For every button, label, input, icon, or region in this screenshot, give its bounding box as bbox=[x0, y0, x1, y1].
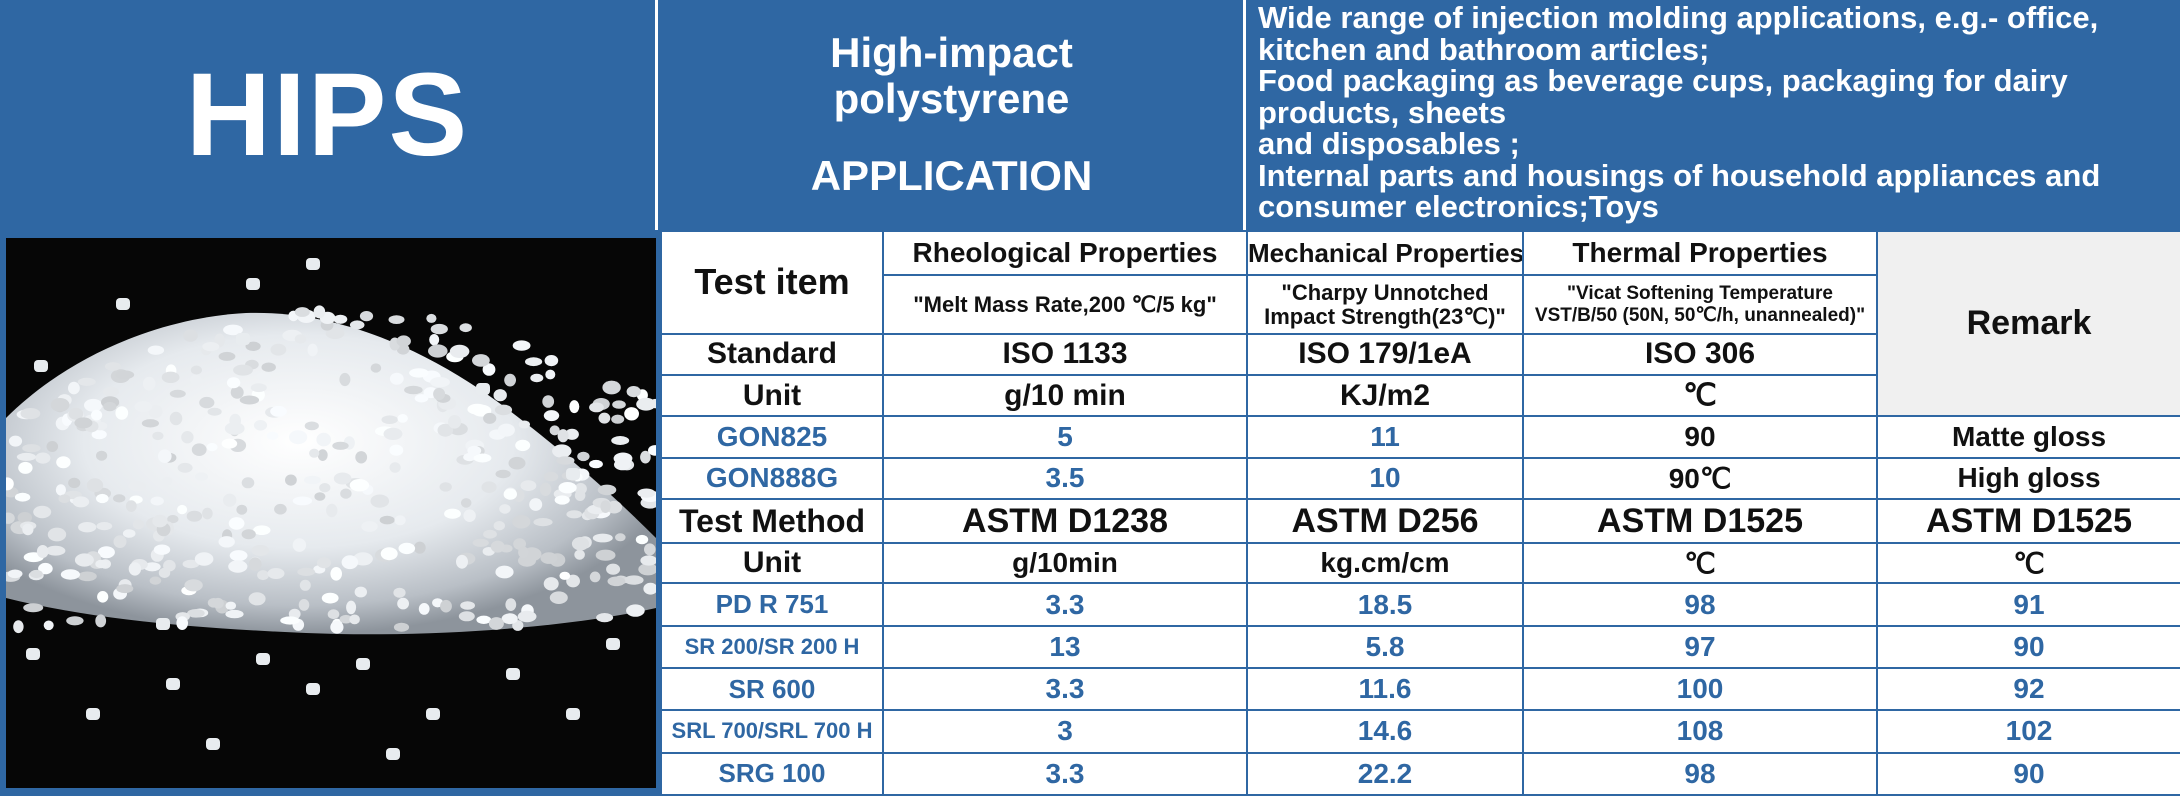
grade-value: 3.3 bbox=[882, 751, 1248, 796]
grade-remark: High gloss bbox=[1876, 456, 2180, 500]
product-name-header: High-impact polystyrene APPLICATION bbox=[660, 0, 1246, 230]
standard-value: ISO 1133 bbox=[882, 332, 1248, 377]
unit-value: ℃ bbox=[1876, 542, 2180, 585]
table-row: GON825 5 11 90 Matte gloss bbox=[660, 415, 2180, 459]
grade-value: 11 bbox=[1246, 415, 1524, 459]
grade-value: 5.8 bbox=[1246, 624, 1524, 670]
grade-value: 3.3 bbox=[882, 667, 1248, 712]
application-line: kitchen and bathroom articles; bbox=[1258, 31, 1710, 67]
grade-value: 90 bbox=[1876, 624, 2180, 670]
standard-value: ISO 306 bbox=[1522, 332, 1878, 377]
product-name-line1: High-impact bbox=[830, 29, 1073, 76]
grade-value: 5 bbox=[882, 415, 1248, 459]
test-method-label: Test Method bbox=[660, 497, 884, 545]
grade-value: 102 bbox=[1876, 709, 2180, 754]
grade-name: SR 200/SR 200 H bbox=[660, 624, 884, 670]
grade-value: 98 bbox=[1522, 582, 1878, 627]
unit-value: ℃ bbox=[1522, 373, 1878, 418]
grade-value: 92 bbox=[1876, 667, 2180, 712]
grade-remark: Matte gloss bbox=[1876, 415, 2180, 459]
unit-value: g/10min bbox=[882, 542, 1248, 585]
grade-value: 3 bbox=[882, 709, 1248, 754]
grade-value: 3.5 bbox=[882, 456, 1248, 500]
application-label: APPLICATION bbox=[810, 152, 1093, 199]
grade-name: SRG 100 bbox=[660, 751, 884, 796]
grade-value: 11.6 bbox=[1246, 667, 1524, 712]
grade-value: 13 bbox=[882, 624, 1248, 670]
test-method-value: ASTM D1525 bbox=[1876, 497, 2180, 545]
test-method-value: ASTM D1525 bbox=[1522, 497, 1878, 545]
standard-label: Standard bbox=[660, 332, 884, 377]
product-name-line2: polystyrene bbox=[833, 75, 1070, 122]
rheological-header: Rheological Properties bbox=[882, 229, 1248, 277]
table-row: PD R 751 3.3 18.5 98 91 bbox=[660, 582, 2180, 627]
application-line: products, sheets bbox=[1258, 94, 1507, 130]
application-line: and disposables ; bbox=[1258, 126, 1520, 161]
grade-value: 91 bbox=[1876, 582, 2180, 627]
application-line: consumer electronics;Toys bbox=[1258, 189, 1659, 224]
product-photo-pellets bbox=[6, 238, 656, 788]
mechanical-header: Mechanical Properties bbox=[1246, 229, 1524, 277]
unit-value: KJ/m2 bbox=[1246, 373, 1524, 418]
grade-value: 10 bbox=[1246, 456, 1524, 500]
pellets-image bbox=[6, 238, 656, 788]
grade-value: 90 bbox=[1876, 751, 2180, 796]
unit-value: ℃ bbox=[1522, 542, 1878, 585]
grade-name: SRL 700/SRL 700 H bbox=[660, 709, 884, 754]
table-row: SRG 100 3.3 22.2 98 90 bbox=[660, 751, 2180, 796]
table-row: GON888G 3.5 10 90℃ High gloss bbox=[660, 456, 2180, 500]
remark-header: Remark bbox=[1876, 229, 2180, 418]
table-row: SR 600 3.3 11.6 100 92 bbox=[660, 667, 2180, 712]
thermal-desc: "Vicat Softening Temperature VST/B/50 (5… bbox=[1522, 274, 1878, 335]
rheological-desc: "Melt Mass Rate,200 ℃/5 kg" bbox=[882, 274, 1248, 335]
grade-name: PD R 751 bbox=[660, 582, 884, 627]
unit-value: kg.cm/cm bbox=[1246, 542, 1524, 585]
grade-value: 18.5 bbox=[1246, 582, 1524, 627]
grade-value: 22.2 bbox=[1246, 751, 1524, 796]
grade-name: SR 600 bbox=[660, 667, 884, 712]
grade-value: 108 bbox=[1522, 709, 1878, 754]
standard-value: ISO 179/1eA bbox=[1246, 332, 1524, 377]
table-row: SRL 700/SRL 700 H 3 14.6 108 102 bbox=[660, 709, 2180, 754]
unit-label: Unit bbox=[660, 542, 884, 585]
application-line: Internal parts and housings of household… bbox=[1258, 157, 2101, 193]
application-description: Wide range of injection molding applicat… bbox=[1248, 0, 2180, 230]
mechanical-desc: "Charpy Unnotched Impact Strength(23℃)" bbox=[1246, 274, 1524, 335]
application-line: Wide range of injection molding applicat… bbox=[1258, 0, 2099, 35]
thermal-header: Thermal Properties bbox=[1522, 229, 1878, 277]
title-banner: HIPS bbox=[0, 0, 658, 230]
application-line: Food packaging as beverage cups, packagi… bbox=[1258, 63, 2068, 98]
grade-value: 14.6 bbox=[1246, 709, 1524, 754]
grade-value: 98 bbox=[1522, 751, 1878, 796]
test-method-value: ASTM D1238 bbox=[882, 497, 1248, 545]
unit-value: g/10 min bbox=[882, 373, 1248, 418]
grade-value: 90 bbox=[1522, 415, 1878, 459]
table-row: SR 200/SR 200 H 13 5.8 97 90 bbox=[660, 624, 2180, 670]
product-title: HIPS bbox=[185, 49, 470, 181]
grade-value: 90℃ bbox=[1522, 456, 1878, 500]
grade-value: 97 bbox=[1522, 624, 1878, 670]
grade-name: GON825 bbox=[660, 415, 884, 459]
test-item-header: Test item bbox=[660, 230, 884, 335]
grade-value: 3.3 bbox=[882, 582, 1248, 627]
grade-name: GON888G bbox=[660, 456, 884, 500]
properties-table: Test item Rheological Properties Mechani… bbox=[660, 229, 2180, 796]
unit-label: Unit bbox=[660, 373, 884, 418]
grade-value: 100 bbox=[1522, 667, 1878, 712]
test-method-value: ASTM D256 bbox=[1246, 497, 1524, 545]
